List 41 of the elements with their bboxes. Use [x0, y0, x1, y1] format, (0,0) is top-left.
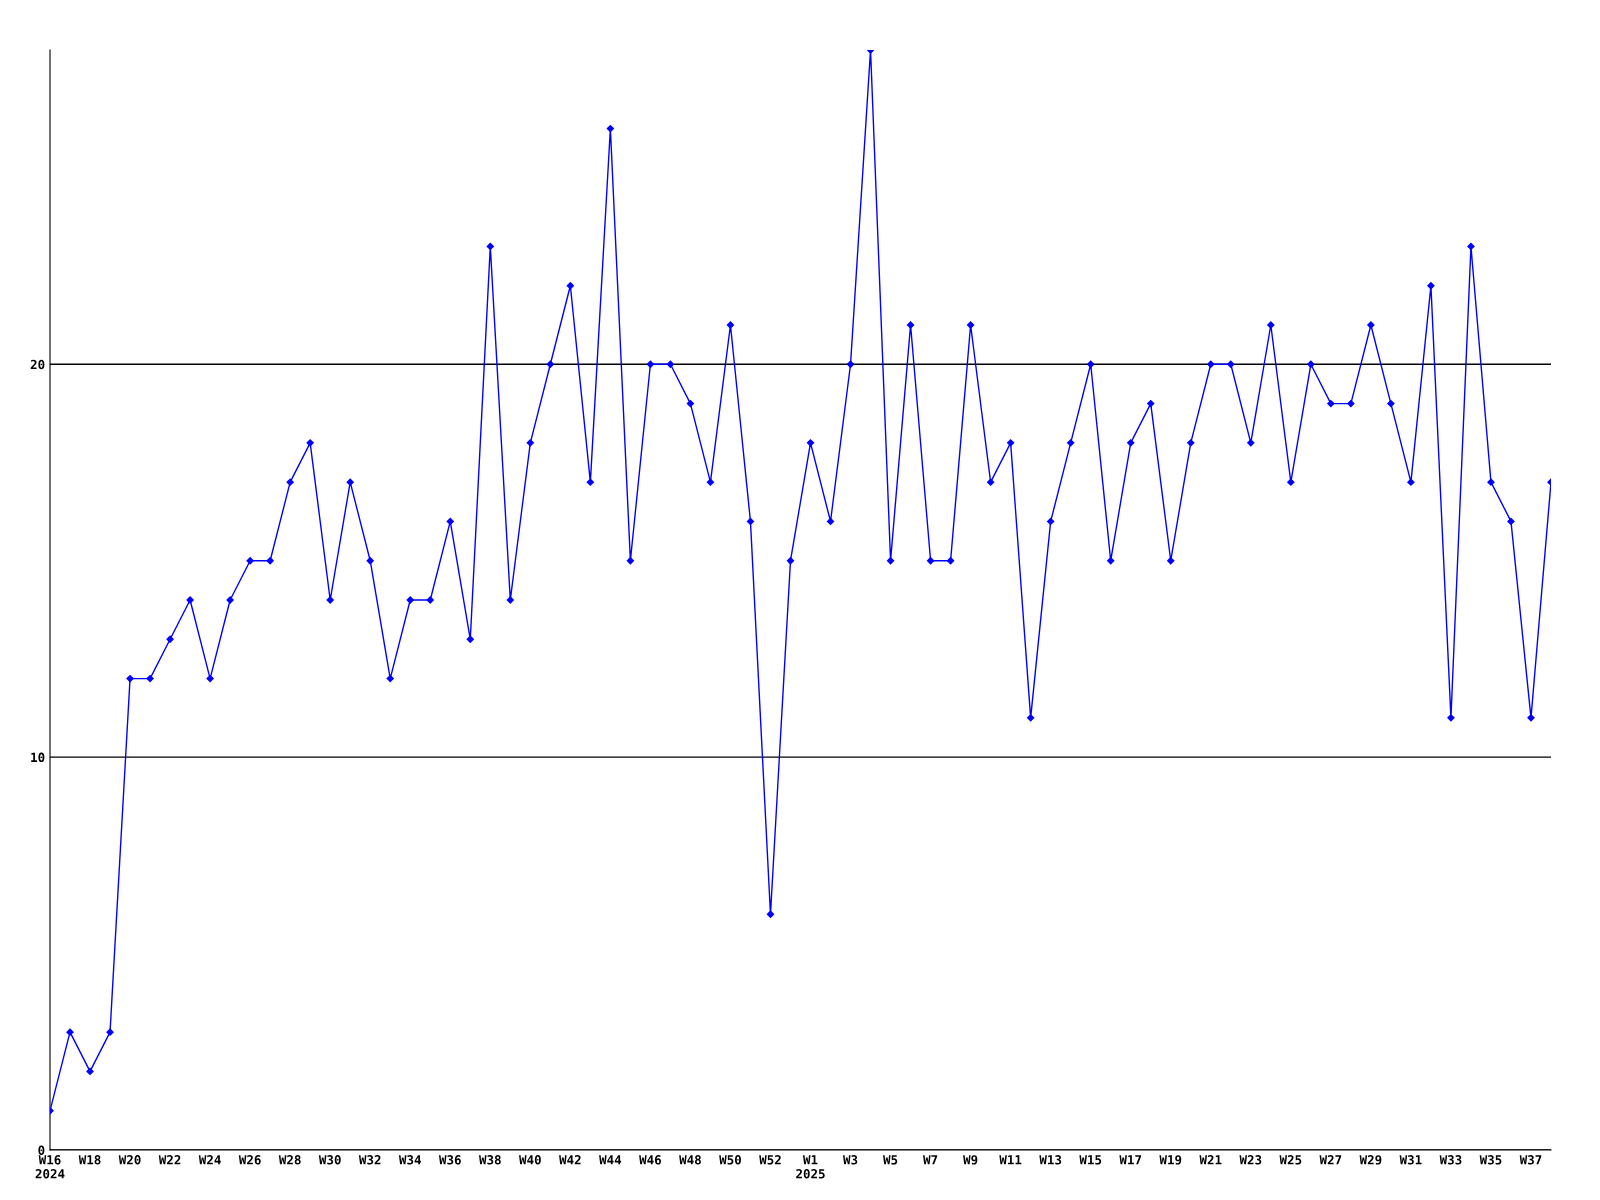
x-tick-label: W50 — [719, 1155, 741, 1165]
x-tick-label: W33 — [1439, 1155, 1462, 1165]
x-tick-label: W44 — [599, 1155, 622, 1165]
x-tick-label: W30 — [318, 1155, 341, 1165]
x-tick-label: W28 — [278, 1155, 301, 1165]
x-tick-label: W5 — [883, 1155, 898, 1165]
x-tick-label: W27 — [1319, 1155, 1342, 1165]
x-tick-label: W34 — [398, 1155, 421, 1165]
y-tick-label: 0 — [38, 1145, 45, 1155]
x-tick-label: W46 — [639, 1155, 662, 1165]
x-tick-label: W38 — [479, 1155, 501, 1165]
x-tick-label: W35 — [1479, 1155, 1502, 1165]
x-tick-label: W22 — [158, 1155, 181, 1165]
x-tick-label: W9 — [963, 1155, 978, 1165]
x-tick-label: W17 — [1119, 1155, 1142, 1165]
x-tick-label: W7 — [923, 1155, 938, 1165]
x-tick-label: W48 — [679, 1155, 701, 1165]
x-tick-label: W11 — [999, 1155, 1022, 1165]
x-tick-label: W3 — [843, 1155, 858, 1165]
x-tick-label: W36 — [438, 1155, 461, 1165]
x-tick-label: W25 — [1279, 1155, 1302, 1165]
x-tick-label: W37 — [1519, 1155, 1542, 1165]
y-tick-label: 20 — [30, 359, 45, 370]
x-tick-label: W20 — [118, 1155, 141, 1165]
y-tick-label: 10 — [31, 752, 45, 763]
x-tick-label: W40 — [519, 1155, 541, 1165]
x-tick-label: W29 — [1359, 1155, 1382, 1165]
x-tick-label: W24 — [198, 1155, 221, 1165]
x-tick-label: W42 — [559, 1155, 581, 1165]
x-tick-label: W31 — [1399, 1155, 1422, 1165]
x-tick-label: W26 — [238, 1155, 261, 1165]
x-tick-label: W18 — [78, 1155, 101, 1165]
x-tick-label: W15 — [1079, 1155, 1102, 1165]
x-tick-label: W32 — [358, 1155, 381, 1165]
x-tick-label: W23 — [1239, 1155, 1262, 1165]
x-tick-label: W19 — [1159, 1155, 1182, 1165]
x-tick-label: W21 — [1199, 1155, 1222, 1165]
x-tick-label: W52 — [759, 1155, 781, 1165]
x-tick-label: W1 2025 — [796, 1155, 825, 1179]
x-tick-label: W13 — [1039, 1155, 1062, 1165]
x-tick-label: W16 2024 — [35, 1155, 65, 1179]
